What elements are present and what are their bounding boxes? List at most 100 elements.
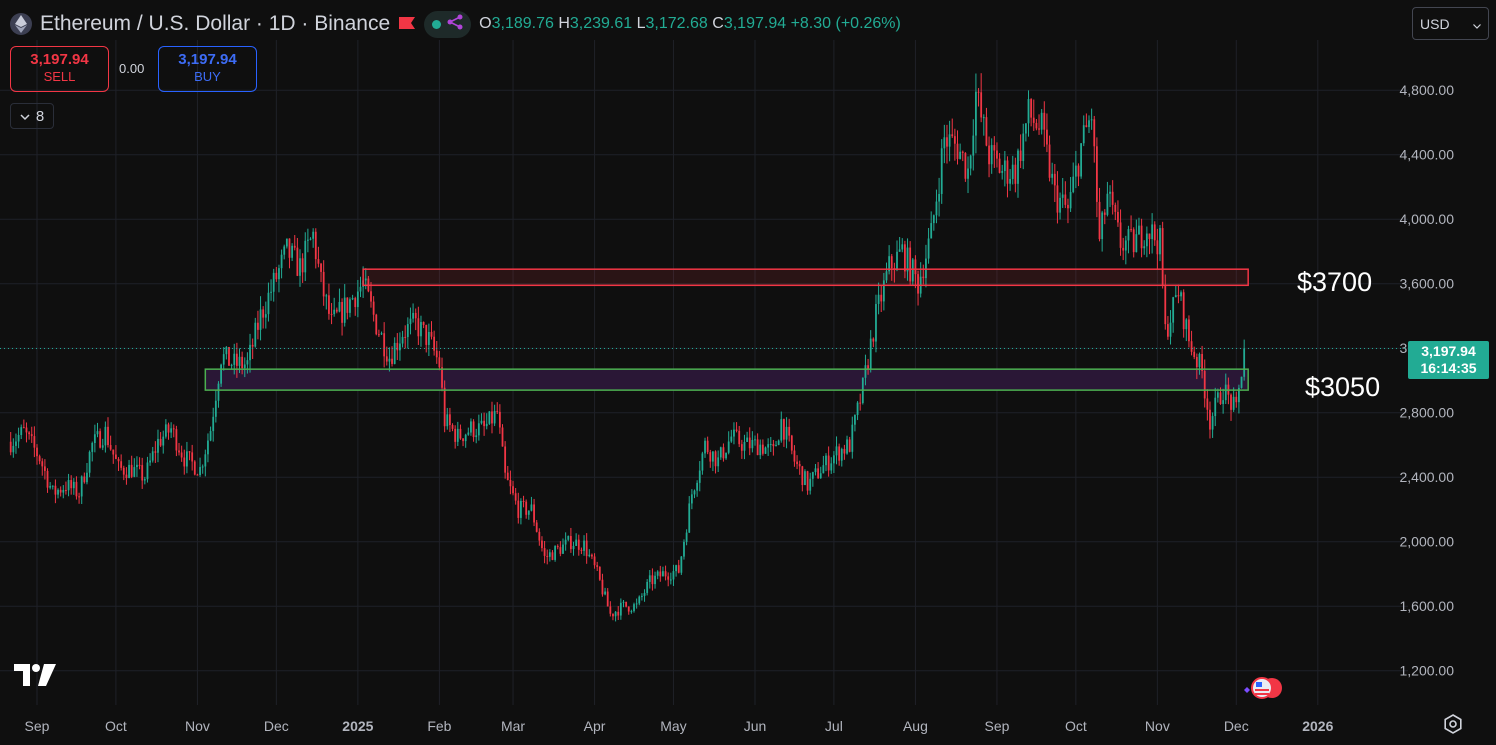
candle-body [790, 435, 793, 451]
candle-body [435, 350, 438, 358]
candle-body [364, 278, 367, 281]
candle-body [396, 342, 399, 351]
candle-body [1216, 392, 1219, 398]
candle-body [1190, 341, 1193, 352]
candle-body [525, 501, 528, 515]
candle-body [36, 447, 38, 457]
candle-body [809, 478, 812, 491]
candle-body [372, 301, 375, 315]
candle-body [662, 571, 664, 577]
candle-body [1238, 387, 1240, 403]
currency-select[interactable]: USD [1412, 7, 1489, 40]
candle-body [690, 494, 693, 504]
price-zone-borders [204, 268, 1249, 391]
candle-body [454, 428, 457, 442]
candle-body [964, 152, 967, 179]
candle-body [830, 463, 833, 471]
candle-body [785, 426, 788, 440]
sell-button[interactable]: 3,197.94 SELL [10, 46, 109, 92]
candle-body [627, 606, 630, 612]
candle-body [225, 347, 228, 355]
candle-body [1035, 122, 1038, 129]
candle-body [911, 259, 914, 282]
candle-body [935, 201, 938, 216]
candle-body [940, 148, 943, 194]
candle-body [972, 135, 975, 156]
candle-body [254, 322, 257, 347]
buy-button[interactable]: 3,197.94 BUY [158, 46, 257, 92]
candle-body [761, 444, 764, 454]
candle-body [890, 256, 893, 269]
candle-body [496, 410, 499, 412]
indicators-toggle-button[interactable]: 8 [10, 103, 54, 129]
flag-icon[interactable] [398, 16, 416, 32]
candle-body [1119, 222, 1122, 248]
gear-icon[interactable] [1442, 713, 1464, 740]
time-tick-label: Oct [105, 718, 127, 734]
candle-body [604, 591, 606, 595]
candle-body [1164, 285, 1167, 325]
candle-body [953, 136, 956, 144]
chevron-down-icon [1473, 16, 1481, 32]
candle-body [959, 151, 962, 159]
candle-body [335, 309, 338, 312]
candle-body [951, 134, 954, 137]
candle-body [1222, 400, 1225, 404]
time-tick-label: Dec [1224, 718, 1249, 734]
time-tick-label: Sep [984, 718, 1009, 734]
candle-body [159, 438, 162, 446]
candle-body [877, 294, 880, 304]
candle-body [767, 444, 770, 448]
candle-body [580, 549, 583, 551]
candle-body [520, 501, 522, 518]
candle-body [788, 426, 791, 436]
resistance-zone-border [362, 268, 1249, 287]
candle-body [1074, 165, 1077, 177]
time-axis[interactable]: Sep Oct Nov Dec 2025 Feb Mar Apr May Jun Jul Aug Sep… [25, 718, 1334, 734]
candle-body [120, 461, 123, 468]
candle-body [1053, 173, 1056, 186]
candle-body [204, 454, 207, 467]
candle-body [698, 470, 701, 483]
candle-body [880, 294, 883, 302]
candle-body [333, 309, 336, 315]
tradingview-logo-icon[interactable] [14, 664, 56, 691]
candle-body [882, 280, 885, 302]
candle-body [493, 410, 496, 424]
candle-body [83, 476, 86, 483]
candle-body [609, 606, 612, 614]
candle-body [1145, 233, 1148, 247]
candle-body [956, 143, 959, 159]
candle-body [961, 151, 964, 153]
candle-body [1132, 229, 1135, 253]
candle-body [601, 579, 604, 595]
price-axis[interactable]: 1,200.00 1,600.00 2,000.00 2,400.00 2,800.00… [1400, 82, 1455, 679]
candle-body [675, 565, 677, 572]
candle-body [617, 611, 620, 616]
candle-body [869, 338, 872, 370]
candle-body [927, 238, 930, 259]
candle-body [554, 546, 557, 560]
time-tick-label: Mar [501, 718, 525, 734]
candle-body [796, 461, 798, 465]
candle-body [46, 470, 49, 488]
candle-body [659, 571, 662, 577]
status-pill[interactable] [424, 10, 472, 38]
symbol-title[interactable]: Ethereum / U.S. Dollar · 1D · Binance [40, 12, 391, 35]
candle-body [517, 500, 520, 518]
candle-body [591, 554, 593, 557]
economic-event-flag-icon[interactable] [1244, 677, 1282, 699]
candle-body [272, 272, 275, 292]
candle-body [222, 354, 225, 365]
candle-body [1140, 225, 1143, 249]
candle-body [235, 353, 238, 366]
candle-body [51, 485, 54, 487]
time-tick-label: Feb [427, 718, 451, 734]
candle-body [1127, 229, 1130, 241]
candle-body [643, 592, 646, 596]
candle-body [38, 456, 41, 462]
candle-body [112, 449, 115, 455]
price-tick-label: 2,000.00 [1400, 534, 1455, 550]
candle-body [109, 445, 112, 450]
